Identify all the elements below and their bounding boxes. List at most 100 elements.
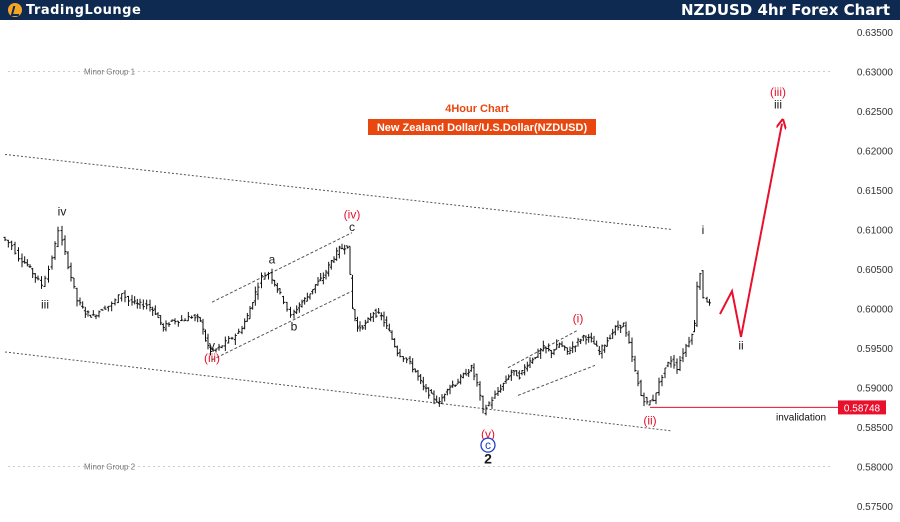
candle xyxy=(429,389,433,394)
candle xyxy=(206,333,210,350)
candle xyxy=(565,347,569,355)
candle xyxy=(427,387,431,399)
subtitle-background xyxy=(368,119,596,135)
candle xyxy=(684,343,688,357)
candle xyxy=(496,387,500,397)
candle xyxy=(584,335,588,345)
candle xyxy=(91,310,95,316)
price-tick-label: 0.61500 xyxy=(857,186,894,197)
candle xyxy=(539,348,543,359)
chart-canvas: Minor Group 1 Minor Group 2 invalidation 0… xyxy=(3,28,894,513)
chart-title: NZDUSD 4hr Forex Chart xyxy=(680,1,890,19)
candle xyxy=(120,293,124,302)
wave-label: iv xyxy=(58,204,67,218)
wave-label: (iii) xyxy=(204,351,220,365)
price-tick-label: 0.59000 xyxy=(857,384,894,395)
candle xyxy=(253,286,257,306)
candle xyxy=(148,299,152,312)
wave-label: iii xyxy=(774,98,782,112)
candle xyxy=(363,319,367,330)
candle xyxy=(440,394,444,404)
candle xyxy=(672,354,676,369)
candle xyxy=(536,348,540,358)
candle xyxy=(557,342,561,348)
candle xyxy=(220,345,224,349)
candle xyxy=(499,384,503,393)
candle xyxy=(356,316,359,332)
candle xyxy=(223,336,227,352)
header-bar: TradingLounge NZDUSD 4hr Forex Chart xyxy=(0,0,900,20)
candle xyxy=(282,295,285,305)
candle xyxy=(141,299,145,310)
candle xyxy=(337,245,341,259)
candle xyxy=(196,313,200,323)
candle xyxy=(31,267,35,279)
candle xyxy=(217,343,221,351)
candle xyxy=(329,259,333,270)
candle xyxy=(153,305,157,316)
candle xyxy=(193,314,197,322)
candle xyxy=(451,380,455,388)
candle xyxy=(541,340,545,352)
candle xyxy=(393,338,397,348)
candle xyxy=(66,251,70,270)
candle xyxy=(6,239,10,248)
candle xyxy=(43,275,47,288)
candle xyxy=(340,243,344,250)
candle xyxy=(424,383,428,393)
candle xyxy=(138,298,142,309)
candle xyxy=(110,301,114,312)
candle xyxy=(657,377,661,396)
candle xyxy=(40,276,43,289)
price-tick-label: 0.58500 xyxy=(857,423,894,434)
candle xyxy=(517,370,521,380)
candle xyxy=(587,334,591,343)
candle xyxy=(56,226,60,248)
candle xyxy=(103,305,107,310)
candle xyxy=(687,336,691,348)
candle xyxy=(267,271,270,280)
price-tick-label: 0.57500 xyxy=(857,502,894,513)
candle xyxy=(25,259,29,267)
candle xyxy=(127,295,130,306)
candle xyxy=(204,329,207,342)
candle xyxy=(305,292,309,302)
candle xyxy=(421,376,425,391)
logo[interactable]: TradingLounge xyxy=(8,1,141,19)
candle xyxy=(327,261,331,277)
price-tick-label: 0.61000 xyxy=(857,226,894,237)
candle xyxy=(681,348,685,363)
candle xyxy=(230,336,234,340)
wave-circle xyxy=(480,437,496,453)
candle xyxy=(547,343,551,352)
candle xyxy=(654,392,658,405)
candle xyxy=(478,381,482,401)
candle xyxy=(616,320,620,331)
candle xyxy=(245,312,249,322)
candle xyxy=(698,272,702,290)
candle xyxy=(520,369,524,376)
candle xyxy=(78,297,82,306)
price-tick-label: 0.60000 xyxy=(857,305,894,316)
candle xyxy=(135,298,139,309)
candle xyxy=(176,320,180,327)
candle xyxy=(560,341,564,347)
candle xyxy=(621,322,625,328)
candle xyxy=(240,325,244,335)
candle xyxy=(75,287,79,307)
candle xyxy=(10,240,14,251)
candle xyxy=(145,299,149,310)
candle xyxy=(595,340,599,347)
candle xyxy=(164,320,168,332)
candle xyxy=(167,322,171,327)
candle xyxy=(256,282,260,300)
candle xyxy=(285,301,289,312)
invalidation-price-tag xyxy=(838,400,886,415)
candle xyxy=(605,337,609,347)
invalidation-label: invalidation xyxy=(776,412,826,423)
candle xyxy=(371,311,375,323)
candle xyxy=(313,284,317,294)
candle xyxy=(552,348,556,356)
candle xyxy=(36,275,40,281)
candle xyxy=(366,317,370,324)
